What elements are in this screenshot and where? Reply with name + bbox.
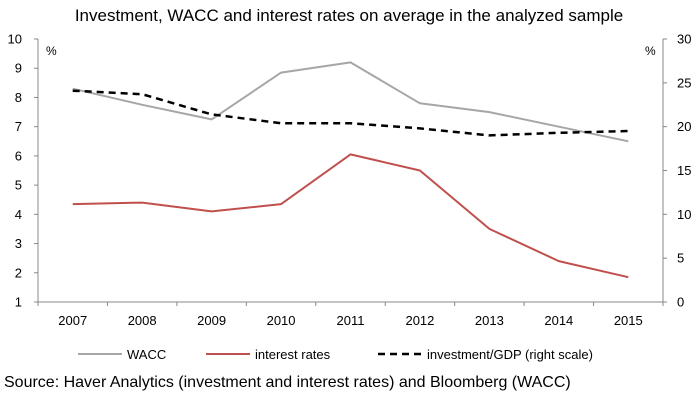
left-axis-unit: % bbox=[46, 44, 57, 58]
left-axis-tick-label: 8 bbox=[15, 90, 22, 105]
x-axis-tick-label: 2007 bbox=[58, 313, 87, 328]
x-axis-tick-label: 2008 bbox=[128, 313, 157, 328]
series-line-wacc bbox=[72, 61, 629, 143]
x-axis-tick-label: 2009 bbox=[197, 313, 226, 328]
left-axis-tick-label: 5 bbox=[15, 178, 22, 193]
series-line-investment-gdp-right-scale bbox=[72, 89, 629, 137]
right-axis-tick-label: 10 bbox=[677, 207, 691, 222]
left-axis-tick-label: 9 bbox=[15, 61, 22, 76]
chart-title: Investment, WACC and interest rates on a… bbox=[74, 6, 624, 25]
right-axis-tick-label: 0 bbox=[677, 295, 684, 310]
right-axis-tick-label: 5 bbox=[677, 251, 684, 266]
left-axis-tick-label: 10 bbox=[8, 32, 22, 47]
x-axis-tick-label: 2012 bbox=[405, 313, 434, 328]
left-axis-tick-label: 4 bbox=[15, 207, 22, 222]
right-axis-tick-label: 30 bbox=[677, 32, 691, 47]
legend-label: interest rates bbox=[255, 347, 331, 362]
x-axis-tick-label: 2011 bbox=[337, 313, 365, 328]
right-axis-tick-label: 20 bbox=[677, 119, 691, 134]
right-axis-tick-label: 25 bbox=[677, 75, 691, 90]
x-axis-tick-label: 2015 bbox=[614, 313, 643, 328]
left-axis-tick-label: 1 bbox=[15, 295, 22, 310]
right-axis-tick-label: 15 bbox=[677, 163, 691, 178]
left-axis-tick-label: 6 bbox=[15, 148, 22, 163]
left-axis-tick-label: 7 bbox=[15, 119, 22, 134]
source-note: Source: Haver Analytics (investment and … bbox=[4, 374, 571, 391]
x-axis-tick-label: 2010 bbox=[267, 313, 296, 328]
x-axis-tick-label: 2014 bbox=[544, 313, 573, 328]
legend-label: WACC bbox=[127, 347, 166, 362]
legend-label: investment/GDP (right scale) bbox=[427, 347, 593, 362]
x-axis-tick-label: 2013 bbox=[475, 313, 504, 328]
left-axis-tick-label: 3 bbox=[15, 236, 22, 251]
left-axis-tick-label: 2 bbox=[15, 265, 22, 280]
series-line-interest-rates bbox=[72, 153, 629, 279]
right-axis-unit: % bbox=[645, 44, 656, 58]
